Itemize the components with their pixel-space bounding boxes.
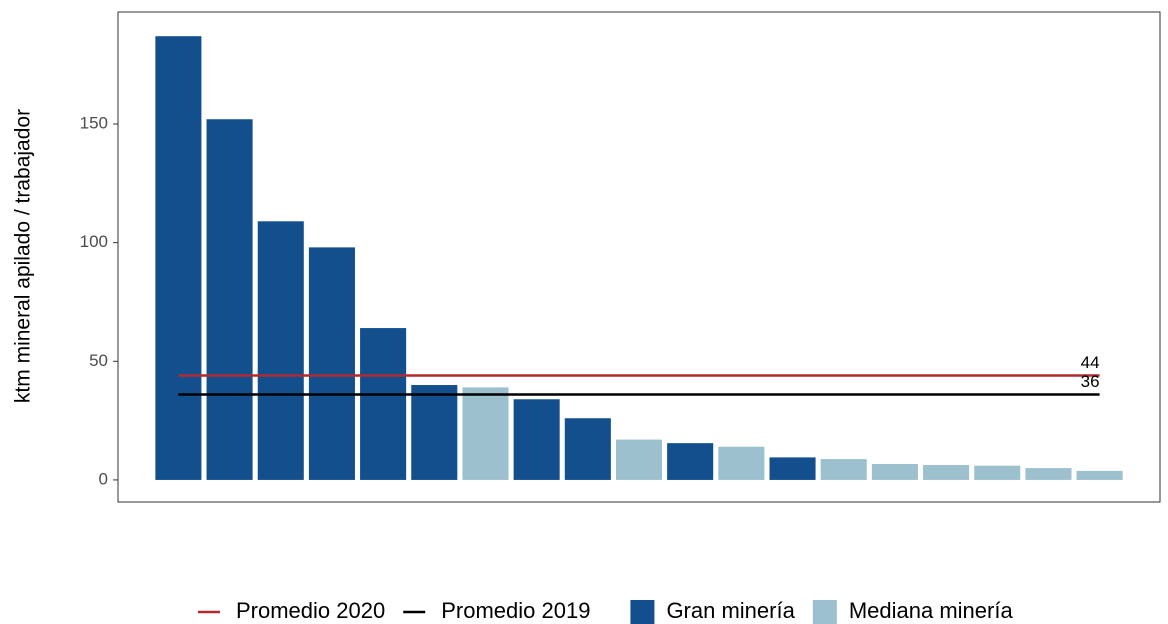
bar <box>564 418 611 480</box>
bar <box>615 439 663 480</box>
bar <box>155 36 202 480</box>
y-tick-label: 150 <box>80 113 108 132</box>
bar <box>308 247 355 480</box>
legend-label: Promedio 2019 <box>441 598 590 623</box>
reference-label: 36 <box>1081 372 1100 391</box>
bar <box>820 459 867 480</box>
y-tick-label: 50 <box>89 351 108 370</box>
plot-panel <box>117 11 1161 503</box>
legend-label: Gran minería <box>666 598 795 623</box>
legend-swatch <box>812 600 837 624</box>
bar <box>1076 470 1123 480</box>
legend-label: Mediana minería <box>849 598 1014 623</box>
bar <box>1025 468 1072 480</box>
legend-swatch <box>630 600 655 624</box>
legend-label: Promedio 2020 <box>236 598 385 623</box>
bar <box>718 446 765 480</box>
reference-label: 44 <box>1081 353 1100 372</box>
bar <box>974 465 1021 480</box>
y-tick-label: 100 <box>80 232 108 251</box>
bar <box>206 119 253 480</box>
bar <box>360 328 407 480</box>
bar <box>411 385 458 480</box>
bar <box>513 399 560 480</box>
bar <box>923 464 970 480</box>
y-axis-label: ktm mineral apilado / trabajador <box>12 109 35 403</box>
bar <box>667 443 714 480</box>
bar <box>257 221 304 480</box>
y-tick-label: 0 <box>99 469 108 488</box>
bar <box>769 457 816 480</box>
bar <box>871 464 918 480</box>
bar <box>462 387 509 480</box>
